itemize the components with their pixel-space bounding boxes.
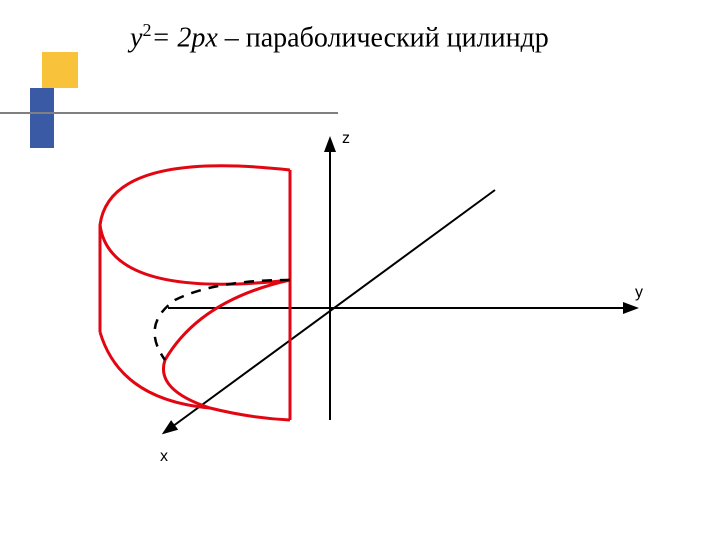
title-dash: – xyxy=(218,22,246,53)
cyl-bottom-front xyxy=(163,280,290,420)
title-var-y: y xyxy=(130,22,142,53)
title-surface-name: параболический цилиндр xyxy=(246,22,549,53)
parabolic-cylinder-figure xyxy=(80,130,660,470)
cyl-left-bottom-curve xyxy=(100,332,210,408)
deco-hr xyxy=(0,112,338,114)
cyl-bottom-dashed xyxy=(155,280,290,360)
deco-blue-rect xyxy=(30,88,54,148)
title-eq-rest: = 2px xyxy=(151,22,217,53)
deco-yellow-square xyxy=(42,52,78,88)
cyl-top-parabola xyxy=(100,166,290,284)
page-title: y2= 2px – параболический цилиндр xyxy=(130,20,549,54)
